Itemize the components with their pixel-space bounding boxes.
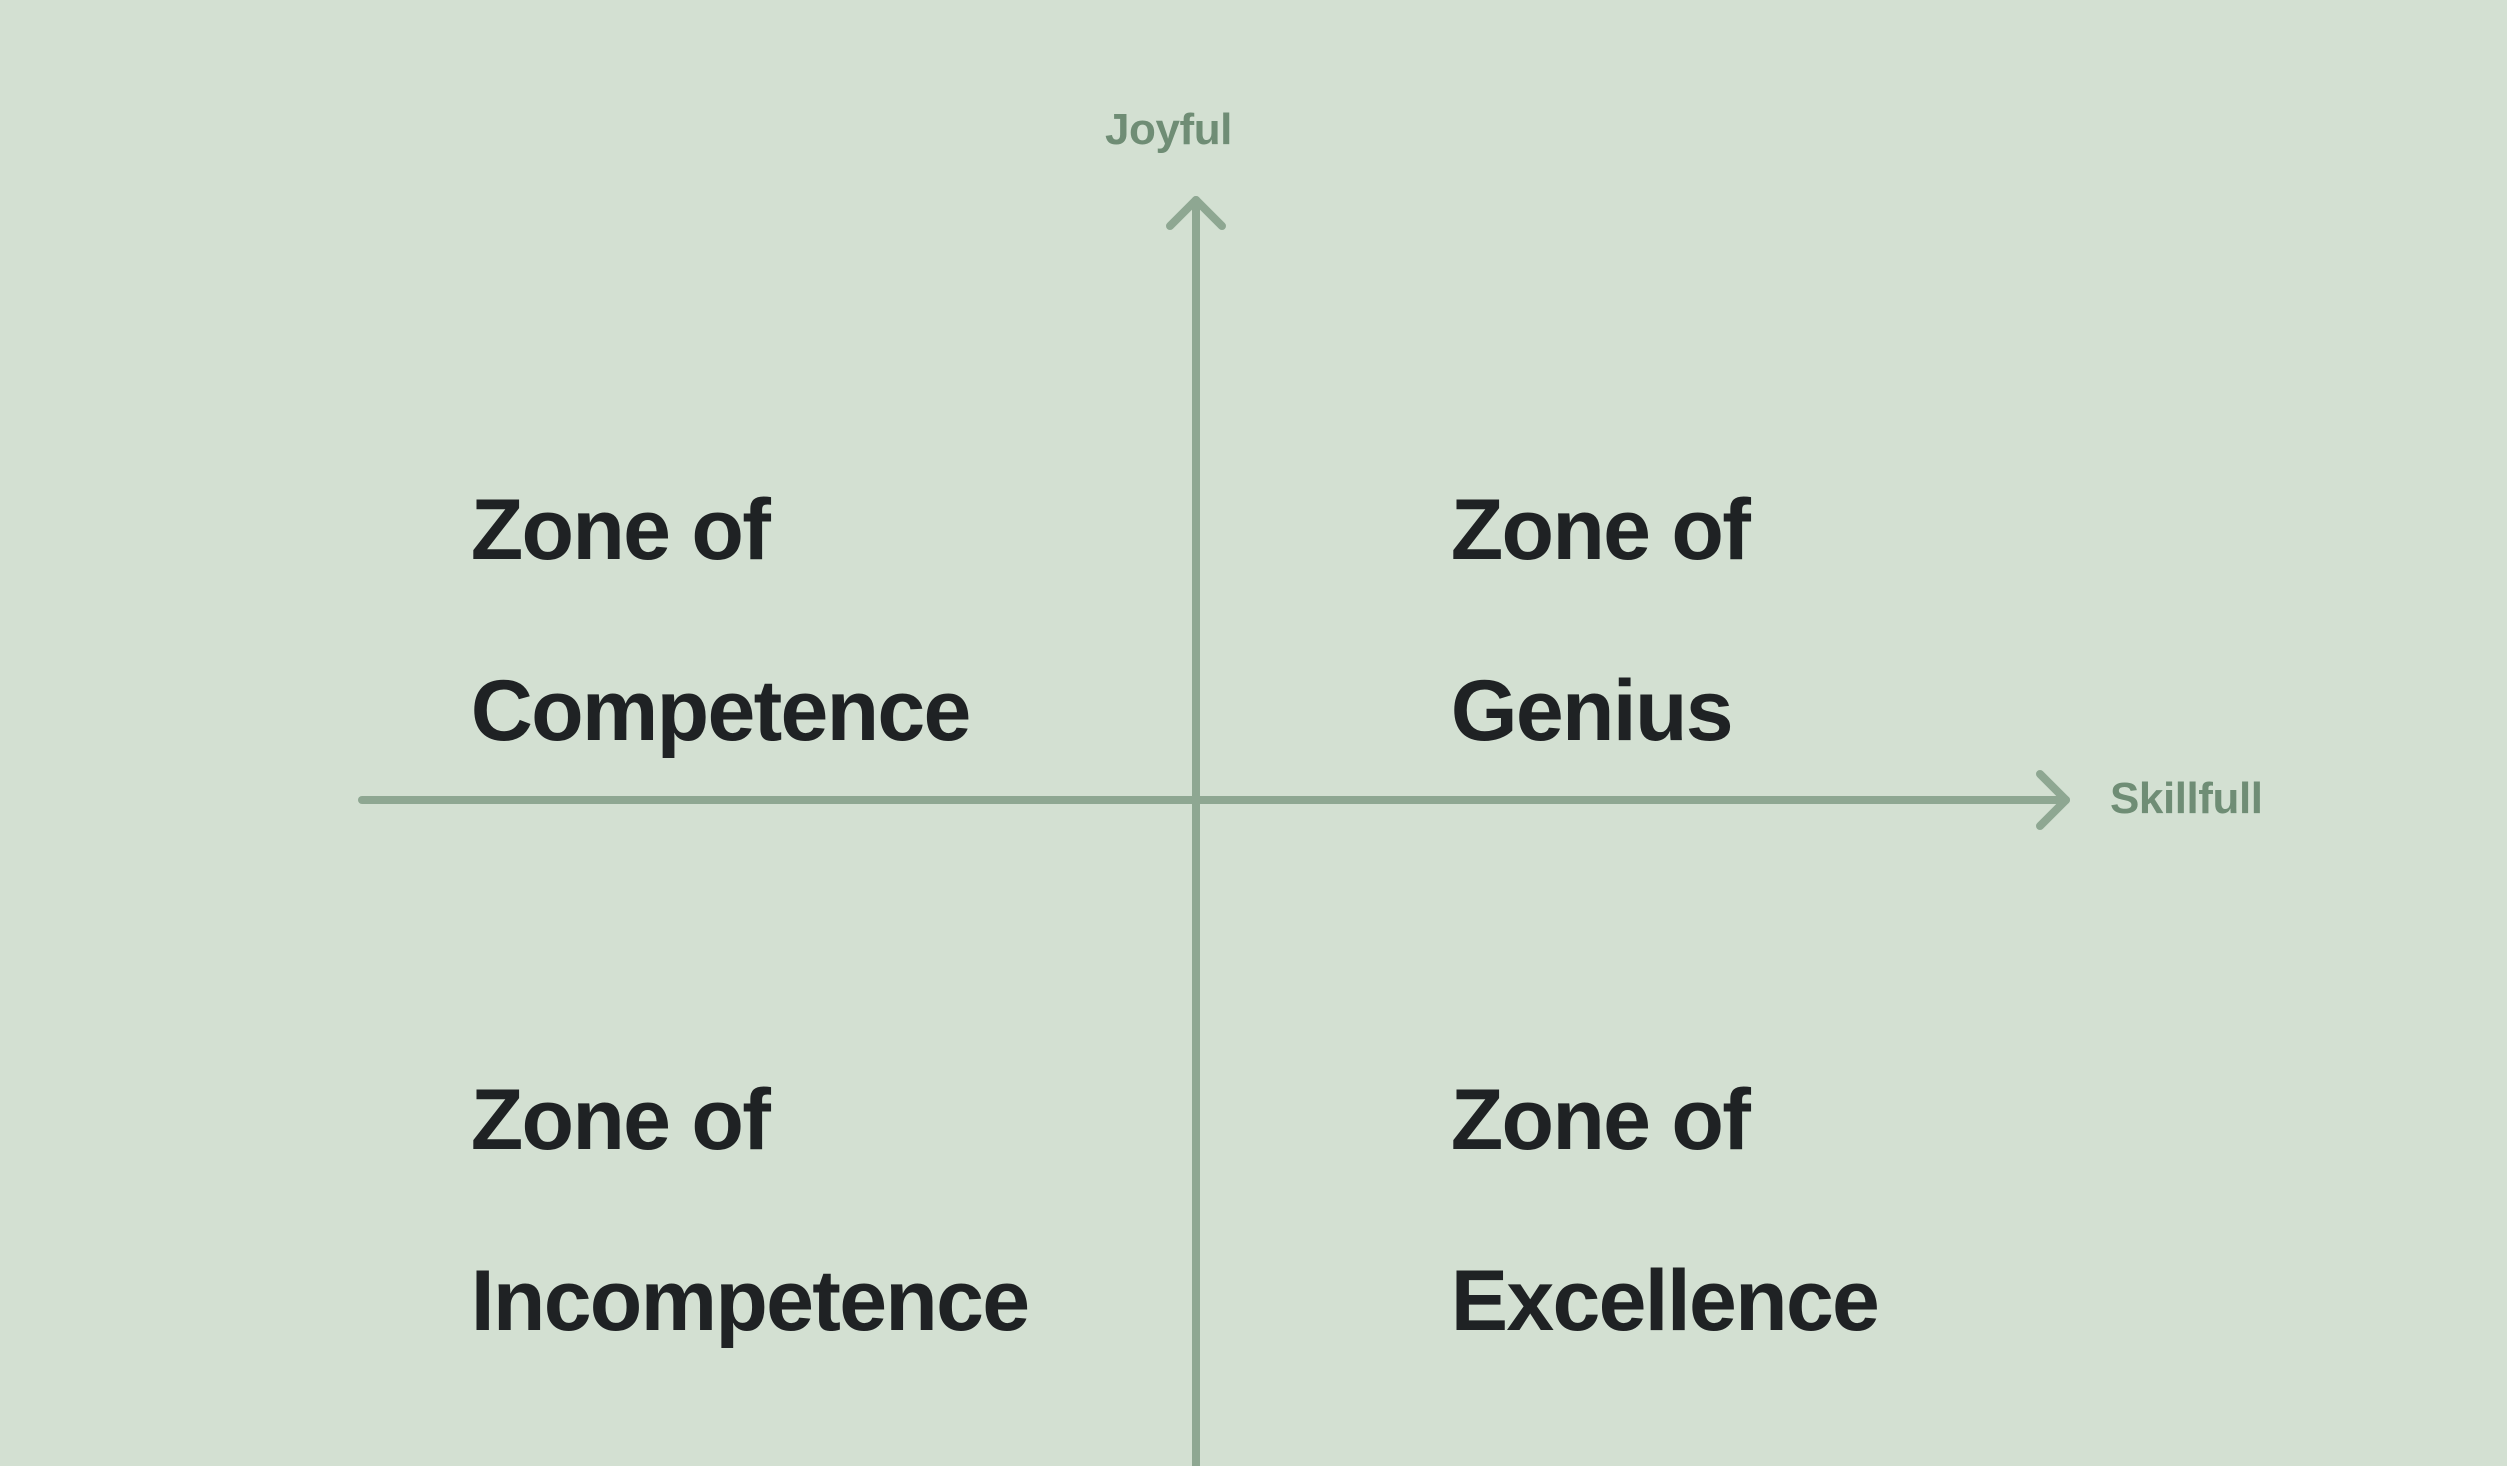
quadrant-line1: Zone of [471,482,769,578]
quadrant-top-right: Zone of Genius [1362,395,1749,846]
x-axis-arrowhead [2040,774,2066,826]
quadrant-line2: Genius [1451,663,1732,759]
quadrant-bottom-right: Zone of Excellence [1362,985,1878,1436]
quadrant-line1: Zone of [1451,482,1749,578]
quadrant-line2: Competence [471,663,970,759]
quadrant-top-left: Zone of Competence [382,395,970,846]
quadrant-diagram: Joyful Skillfull Zone of Competence Zone… [0,0,2507,1466]
axes-svg [0,0,2507,1466]
y-axis-arrowhead [1170,200,1222,226]
quadrant-line1: Zone of [471,1072,769,1168]
quadrant-line2: Excellence [1451,1253,1878,1349]
quadrant-line2: Incompetence [471,1253,1029,1349]
x-axis-label: Skillfull [2110,774,2263,824]
quadrant-line1: Zone of [1451,1072,1749,1168]
y-axis-label: Joyful [1105,105,1232,155]
quadrant-bottom-left: Zone of Incompetence [382,985,1028,1436]
